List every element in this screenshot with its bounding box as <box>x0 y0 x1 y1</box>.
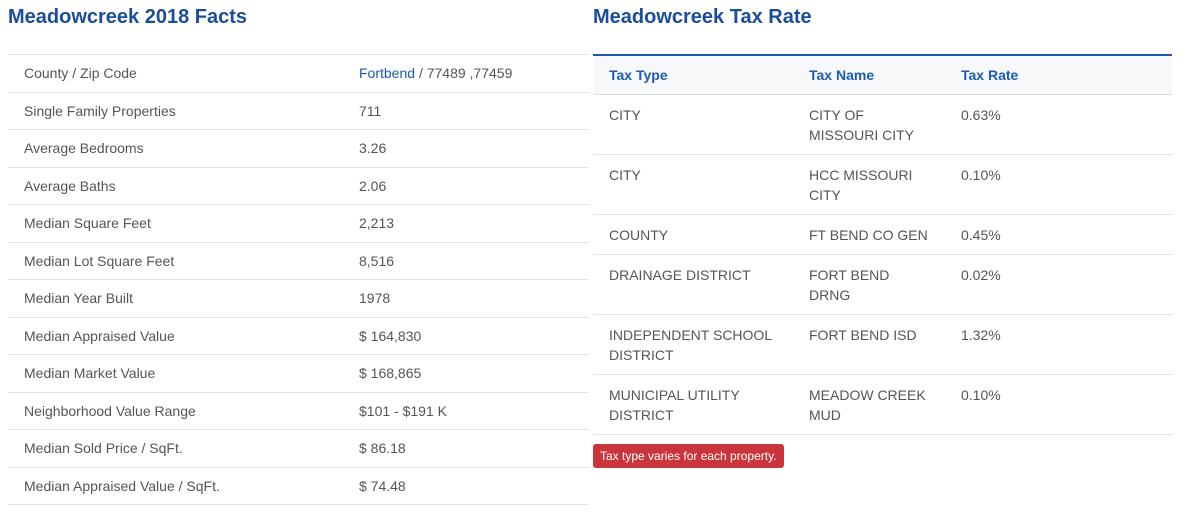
fact-value: $ 168,865 <box>343 354 588 392</box>
tax-cell: CITY <box>593 94 793 155</box>
facts-row: Median Lot Square Feet 8,516 <box>8 241 588 280</box>
fact-label: Average Baths <box>8 166 343 205</box>
county-link[interactable]: Fortbend <box>359 65 416 82</box>
fact-value: $101 - $191 K <box>343 391 588 430</box>
fact-label: Median Market Value <box>8 354 343 392</box>
fact-label: Median Year Built <box>8 279 343 317</box>
tax-title: Meadowcreek Tax Rate <box>593 6 812 28</box>
fact-label: Average Bedrooms <box>8 129 343 167</box>
fact-label: Median Lot Square Feet <box>8 241 343 280</box>
facts-row: Average Baths 2.06 <box>8 166 588 205</box>
facts-row: Single Family Properties 711 <box>8 91 588 130</box>
fact-value: $ 164,830 <box>343 316 588 355</box>
facts-row: Median Market Value $ 168,865 <box>8 354 588 392</box>
tax-cell: HCC MISSOURI CITY <box>793 154 945 215</box>
tax-row: INDEPENDENT SCHOOL DISTRICT FORT BEND ISD… <box>593 314 1172 375</box>
tax-cell: COUNTY <box>593 214 793 255</box>
fact-value: 2.06 <box>343 166 588 205</box>
column-header: Tax Rate <box>945 55 1172 95</box>
tax-cell: INDEPENDENT SCHOOL DISTRICT <box>593 314 793 375</box>
facts-row: County / Zip Code Fortbend / 77489 ,77459 <box>8 54 588 92</box>
tax-cell: 0.10% <box>945 154 1172 215</box>
zip-codes: / 77489 ,77459 <box>418 65 513 82</box>
tax-row: DRAINAGE DISTRICT FORT BEND DRNG 0.02% <box>593 254 1172 315</box>
fact-value: 2,213 <box>343 204 588 242</box>
facts-table: County / Zip Code Fortbend / 77489 ,77459… <box>8 54 588 505</box>
facts-row: Median Year Built 1978 <box>8 279 588 317</box>
facts-row: Median Appraised Value / SqFt. $ 74.48 <box>8 466 588 505</box>
tax-cell: DRAINAGE DISTRICT <box>593 254 793 315</box>
fact-value: $ 86.18 <box>343 429 588 467</box>
tax-table: Tax Type Tax Name Tax Rate CITY CITY OF MISS… <box>593 54 1172 435</box>
tax-cell: 0.02% <box>945 254 1172 315</box>
facts-row: Median Appraised Value $ 164,830 <box>8 316 588 355</box>
facts-title: Meadowcreek 2018 Facts <box>8 6 248 28</box>
tax-cell: CITY <box>593 154 793 215</box>
fact-label: Median Appraised Value / SqFt. <box>8 466 343 505</box>
fact-value: 1978 <box>343 279 588 317</box>
fact-value: 8,516 <box>343 241 588 280</box>
tax-cell: FT BEND CO GEN <box>793 214 945 255</box>
fact-value: Fortbend / 77489 ,77459 <box>343 54 588 92</box>
fact-label: County / Zip Code <box>8 54 343 92</box>
facts-row: Median Sold Price / SqFt. $ 86.18 <box>8 429 588 467</box>
tax-cell: 1.32% <box>945 314 1172 375</box>
fact-value: $ 74.48 <box>343 466 588 505</box>
column-header: Tax Name <box>793 55 945 95</box>
tax-cell: CITY OF MISSOURI CITY <box>793 94 945 155</box>
fact-value: 3.26 <box>343 129 588 167</box>
tax-cell: FORT BEND ISD <box>793 314 945 375</box>
fact-label: Median Sold Price / SqFt. <box>8 429 343 467</box>
fact-label: Single Family Properties <box>8 91 343 130</box>
tax-cell: MUNICIPAL UTILITY DISTRICT <box>593 374 793 435</box>
tax-row: MUNICIPAL UTILITY DISTRICT MEADOW CREEK M… <box>593 374 1172 435</box>
tax-cell: MEADOW CREEK MUD <box>793 374 945 435</box>
fact-label: Median Square Feet <box>8 204 343 242</box>
column-header: Tax Type <box>593 55 793 95</box>
note-badge: Tax type varies for each property. <box>593 444 784 468</box>
facts-row: Neighborhood Value Range $101 - $191 K <box>8 391 588 430</box>
fact-label: Median Appraised Value <box>8 316 343 355</box>
facts-row: Median Square Feet 2,213 <box>8 204 588 242</box>
tax-row: CITY CITY OF MISSOURI CITY 0.63% <box>593 94 1172 155</box>
tax-cell: FORT BEND DRNG <box>793 254 945 315</box>
header-row: Tax Type Tax Name Tax Rate <box>593 55 1172 95</box>
tax-cell: 0.63% <box>945 94 1172 155</box>
tax-row: CITY HCC MISSOURI CITY 0.10% <box>593 154 1172 215</box>
tax-cell: 0.10% <box>945 374 1172 435</box>
tax-row: COUNTY FT BEND CO GEN 0.45% <box>593 214 1172 255</box>
tax-cell: 0.45% <box>945 214 1172 255</box>
facts-row: Average Bedrooms 3.26 <box>8 129 588 167</box>
fact-label: Neighborhood Value Range <box>8 391 343 430</box>
fact-value: 711 <box>343 91 588 130</box>
